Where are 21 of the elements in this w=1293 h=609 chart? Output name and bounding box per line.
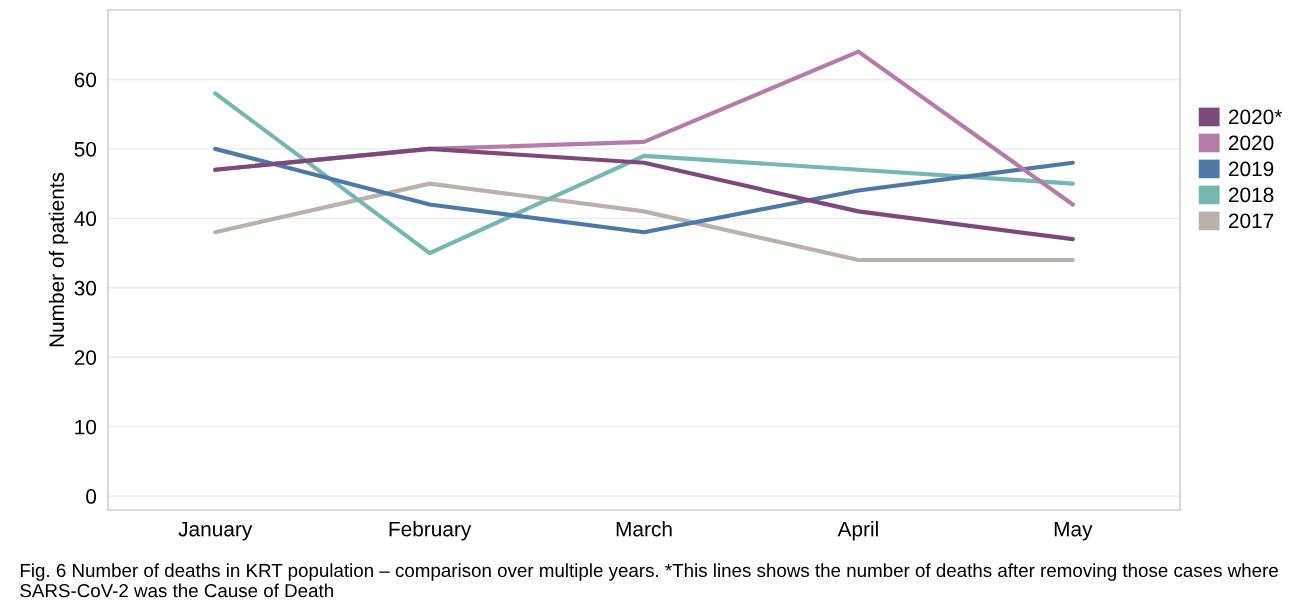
x-tick-label: April — [837, 521, 878, 541]
line-series — [213, 181, 1075, 263]
y-tick-label: 30 — [74, 280, 97, 296]
x-tick-label: May — [1054, 521, 1093, 541]
legend-label: 2019 — [1228, 161, 1274, 177]
y-tick-label: 60 — [74, 72, 97, 88]
x-tick-label: February — [389, 521, 472, 541]
legend-label: 2018 — [1228, 187, 1274, 203]
y-axis-title: Number of patients — [48, 172, 69, 347]
legend-label: 2020* — [1228, 109, 1283, 125]
y-tick-label: 50 — [74, 141, 97, 157]
y-tick-label: 10 — [75, 419, 97, 435]
x-tick-label: January — [178, 521, 253, 541]
y-tick-label: 40 — [74, 211, 97, 227]
caption: Fig. 6 Number of deaths in KRT population – comparison over multiple years. *This lines shows the number of deaths after removing those cases where SARS-CoV-2 was the Cause of Death — [20, 563, 1278, 598]
y-tick-label: 20 — [74, 350, 97, 365]
y-tick-label: 0 — [86, 489, 97, 504]
legend-label: 2020 — [1228, 135, 1274, 151]
legend-label: 2017 — [1228, 213, 1274, 229]
x-tick-label: March — [616, 521, 672, 537]
line-series — [213, 91, 1075, 256]
